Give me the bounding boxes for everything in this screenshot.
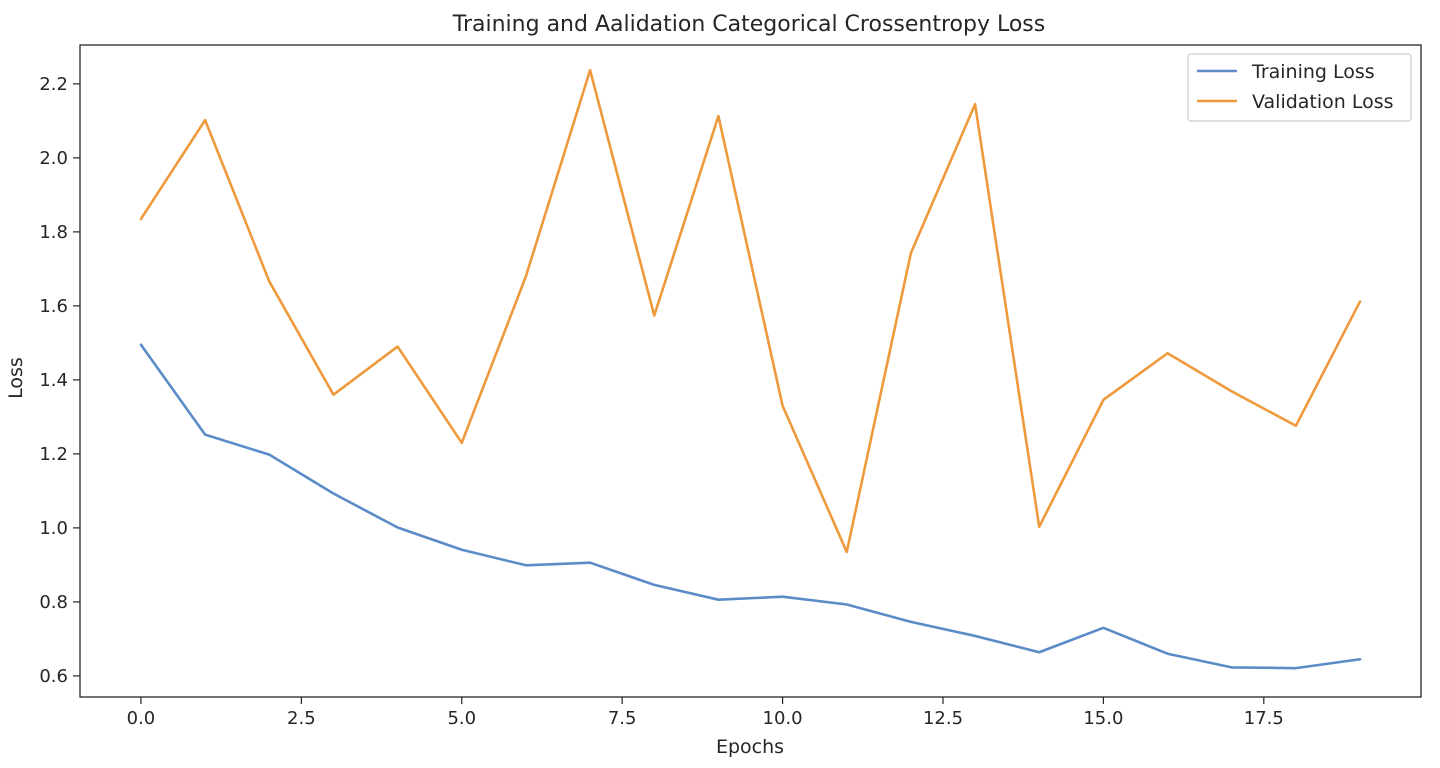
x-tick-label: 17.5 <box>1244 708 1284 729</box>
x-axis-ticks: 0.0 2.5 5.0 7.5 10.0 12.5 15.0 17.5 <box>127 697 1284 729</box>
y-tick-label: 0.8 <box>39 592 68 613</box>
y-tick-label: 1.6 <box>39 296 68 317</box>
y-tick-label: 1.8 <box>39 222 68 243</box>
validation-loss-line <box>139 68 1362 554</box>
x-tick-label: 15.0 <box>1083 708 1123 729</box>
legend-box <box>1187 53 1412 122</box>
y-tick-label: 1.4 <box>39 370 68 391</box>
y-tick-label: 1.2 <box>39 444 68 465</box>
series-layer <box>139 68 1362 670</box>
legend-label-training-loss: Training Loss <box>1251 61 1375 83</box>
x-tick-label: 0.0 <box>127 708 156 729</box>
training-loss-line <box>139 343 1362 670</box>
legend: Training Loss Validation Loss <box>1187 53 1412 122</box>
x-tick-label: 12.5 <box>923 708 963 729</box>
y-tick-label: 0.6 <box>39 666 68 687</box>
y-tick-label: 1.0 <box>39 518 68 539</box>
y-tick-label: 2.2 <box>39 74 68 95</box>
legend-label-validation-loss: Validation Loss <box>1252 91 1394 113</box>
y-axis-label: Loss <box>5 357 27 399</box>
x-axis-label: Epochs <box>716 736 784 758</box>
plot-area-frame <box>79 44 1422 698</box>
legend-entries: Training Loss Validation Loss <box>1197 61 1394 113</box>
x-tick-label: 5.0 <box>447 708 476 729</box>
y-axis-ticks: 0.6 0.8 1.0 1.2 1.4 1.6 1.8 2.0 2.2 <box>39 74 80 687</box>
x-tick-label: 10.0 <box>763 708 803 729</box>
chart-title: Training and Aalidation Categorical Cros… <box>452 12 1045 37</box>
x-tick-label: 2.5 <box>287 708 316 729</box>
y-tick-label: 2.0 <box>39 148 68 169</box>
x-tick-label: 7.5 <box>608 708 637 729</box>
